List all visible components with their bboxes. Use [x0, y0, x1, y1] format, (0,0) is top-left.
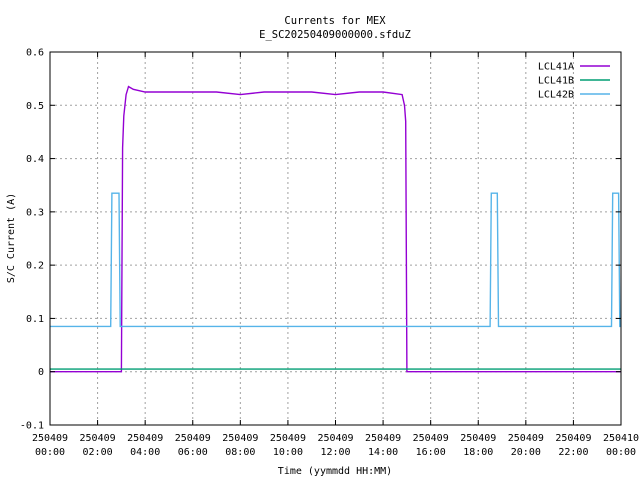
x-tick-date: 250409 [555, 433, 591, 444]
x-tick-time: 20:00 [511, 447, 541, 458]
legend: LCL41A LCL41B LCL42B [538, 62, 610, 101]
x-tick-time: 16:00 [416, 447, 446, 458]
x-tick-date: 250409 [365, 433, 401, 444]
y-axis-label: S/C Current (A) [6, 193, 17, 283]
y-tick-label: 0.4 [26, 154, 44, 165]
x-tick-date: 250409 [175, 433, 211, 444]
x-axis-label: Time (yymmdd HH:MM) [278, 466, 392, 477]
chart-title: Currents for MEX [284, 15, 386, 27]
x-tick-time: 10:00 [273, 447, 303, 458]
x-tick-date: 250409 [270, 433, 306, 444]
x-tick-time: 04:00 [130, 447, 160, 458]
x-tick-date: 250409 [413, 433, 449, 444]
y-tick-label: 0.1 [26, 314, 44, 325]
x-tick-date: 250409 [127, 433, 163, 444]
x-tick-time: 06:00 [178, 447, 208, 458]
legend-label: LCL41A [538, 62, 574, 73]
x-tick-time: 02:00 [83, 447, 113, 458]
x-tick-time: 14:00 [368, 447, 398, 458]
y-tick-label: 0.5 [26, 101, 44, 112]
x-tick-date: 250409 [317, 433, 353, 444]
x-axis-ticks: 250409 00:00 250409 02:00 250409 04:00 250409 0… [32, 52, 639, 458]
x-tick-date: 250409 [460, 433, 496, 444]
legend-label: LCL42B [538, 90, 574, 101]
series-lines [50, 85, 621, 373]
y-tick-label: -0.1 [20, 421, 44, 432]
x-tick-time: 00:00 [606, 447, 636, 458]
series-line-lcl42b [50, 192, 621, 328]
x-tick-time: 22:00 [558, 447, 588, 458]
x-tick-time: 18:00 [463, 447, 493, 458]
y-tick-label: 0.6 [26, 48, 44, 59]
x-tick-time: 12:00 [320, 447, 350, 458]
x-tick-date: 250409 [80, 433, 116, 444]
x-tick-time: 00:00 [35, 447, 65, 458]
chart-subtitle: E_SC20250409000000.sfduZ [259, 29, 411, 41]
series-line-lcl41a [50, 85, 621, 373]
x-tick-date: 250410 [603, 433, 639, 444]
y-tick-label: 0 [38, 367, 44, 378]
x-tick-date: 250409 [32, 433, 68, 444]
x-tick-date: 250409 [222, 433, 258, 444]
y-tick-label: 0.3 [26, 207, 44, 218]
x-tick-time: 08:00 [225, 447, 255, 458]
gridlines [50, 52, 621, 425]
y-axis-ticks: -0.1 0 0.1 0.2 0.3 0.4 0.5 0.6 [20, 48, 621, 432]
x-tick-date: 250409 [508, 433, 544, 444]
y-tick-label: 0.2 [26, 261, 44, 272]
legend-label: LCL41B [538, 76, 574, 87]
